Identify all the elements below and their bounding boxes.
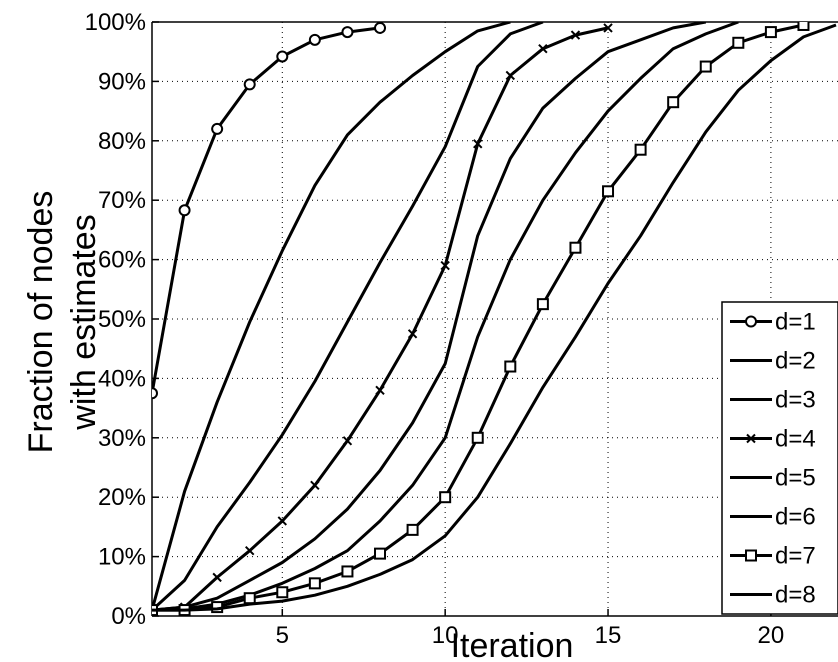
legend-label: d=6 bbox=[775, 504, 816, 531]
legend-item: d=1 bbox=[730, 309, 816, 336]
data-point-marker bbox=[276, 586, 289, 599]
data-point-marker bbox=[732, 36, 745, 49]
y-axis-title-line-2: with estimates bbox=[65, 214, 103, 430]
series-d-8 bbox=[152, 23, 837, 612]
data-point-marker bbox=[602, 185, 615, 198]
legend-item: d=4 bbox=[730, 426, 816, 453]
data-point-marker bbox=[375, 385, 385, 395]
legend: d=1 d=2 d=3 d=4 d=5 d=6 d=7 d=8 bbox=[721, 301, 838, 615]
x-tick-label: 20 bbox=[758, 622, 785, 649]
y-tick-label: 90% bbox=[98, 68, 146, 95]
legend-label: d=1 bbox=[775, 309, 816, 336]
series-d-7 bbox=[152, 22, 810, 616]
data-point-marker bbox=[212, 572, 222, 583]
series-line bbox=[152, 22, 544, 612]
data-point-marker bbox=[569, 241, 582, 254]
data-point-marker bbox=[634, 143, 647, 156]
data-point-marker bbox=[407, 329, 418, 339]
y-tick-label: 60% bbox=[98, 247, 146, 274]
y-tick-label: 50% bbox=[98, 306, 146, 333]
data-point-marker bbox=[342, 436, 353, 446]
data-point-marker bbox=[276, 50, 289, 63]
data-point-marker bbox=[505, 70, 516, 81]
data-point-marker bbox=[536, 298, 549, 311]
legend-item: d=7 bbox=[730, 543, 816, 570]
legend-label: d=5 bbox=[775, 465, 816, 492]
series-d-3 bbox=[152, 22, 544, 612]
x-tick-label: 5 bbox=[276, 622, 289, 649]
data-point-marker bbox=[341, 26, 354, 39]
series-d-2 bbox=[152, 22, 511, 611]
data-point-marker bbox=[473, 139, 483, 149]
data-point-marker bbox=[406, 523, 419, 536]
series-d-5 bbox=[152, 22, 707, 612]
series-lines bbox=[152, 22, 837, 616]
data-point-marker bbox=[243, 592, 256, 605]
data-point-marker bbox=[277, 516, 288, 526]
data-point-marker bbox=[439, 491, 452, 504]
data-point-marker bbox=[245, 545, 255, 556]
legend-item: d=3 bbox=[730, 387, 816, 414]
legend-box bbox=[721, 301, 838, 615]
legend-item: d=6 bbox=[730, 504, 816, 531]
data-point-marker bbox=[341, 565, 354, 578]
y-tick-label: 20% bbox=[98, 484, 146, 511]
legend-item: d=2 bbox=[730, 348, 816, 375]
y-tick-label: 10% bbox=[98, 544, 146, 571]
legend-marker-swatch bbox=[745, 315, 757, 328]
legend-marker-swatch bbox=[746, 433, 756, 444]
series-line bbox=[152, 22, 707, 612]
data-point-marker bbox=[310, 480, 320, 491]
x-axis-tick-labels: 5 10 15 20 bbox=[276, 622, 785, 649]
y-tick-label: 70% bbox=[98, 187, 146, 214]
legend-marker-swatch bbox=[745, 549, 757, 562]
y-tick-label: 40% bbox=[98, 365, 146, 392]
y-axis-title-line-1: Fraction of nodes bbox=[22, 191, 60, 454]
x-tick-label: 10 bbox=[432, 622, 459, 649]
data-point-marker bbox=[308, 577, 321, 590]
y-tick-label: 30% bbox=[98, 425, 146, 452]
data-point-marker bbox=[699, 60, 712, 73]
data-point-marker bbox=[178, 204, 191, 217]
legend-label: d=7 bbox=[775, 543, 816, 570]
legend-label: d=3 bbox=[775, 387, 816, 414]
data-point-marker bbox=[471, 431, 484, 444]
data-point-marker bbox=[374, 22, 387, 34]
series-line bbox=[152, 23, 837, 612]
data-point-marker bbox=[603, 23, 613, 33]
y-tick-label: 100% bbox=[85, 9, 146, 36]
legend-label: d=2 bbox=[775, 348, 816, 375]
series-d-1 bbox=[152, 22, 387, 400]
data-point-marker bbox=[570, 30, 581, 40]
data-point-marker bbox=[374, 547, 387, 560]
x-tick-label: 15 bbox=[595, 622, 622, 649]
data-point-marker bbox=[211, 122, 224, 135]
data-point-marker bbox=[308, 33, 321, 46]
y-tick-label: 80% bbox=[98, 128, 146, 155]
data-point-marker bbox=[243, 78, 256, 91]
data-point-marker bbox=[538, 44, 548, 54]
x-axis-title: Iteration bbox=[451, 627, 574, 662]
legend-item: d=8 bbox=[730, 582, 816, 609]
legend-label: d=4 bbox=[775, 426, 816, 453]
data-point-marker bbox=[797, 22, 810, 31]
y-tick-label: 0% bbox=[111, 603, 146, 630]
data-point-marker bbox=[764, 26, 777, 39]
data-point-marker bbox=[440, 260, 450, 271]
data-point-marker bbox=[504, 360, 517, 373]
legend-item: d=5 bbox=[730, 465, 816, 492]
series-line bbox=[152, 22, 511, 611]
y-axis-tick-labels: 0% 10% 20% 30% 40% 50% 60% 70% 80% 90% 100% bbox=[85, 9, 146, 630]
data-point-marker bbox=[152, 387, 158, 400]
legend-label: d=8 bbox=[775, 582, 816, 609]
data-point-marker bbox=[667, 96, 680, 109]
